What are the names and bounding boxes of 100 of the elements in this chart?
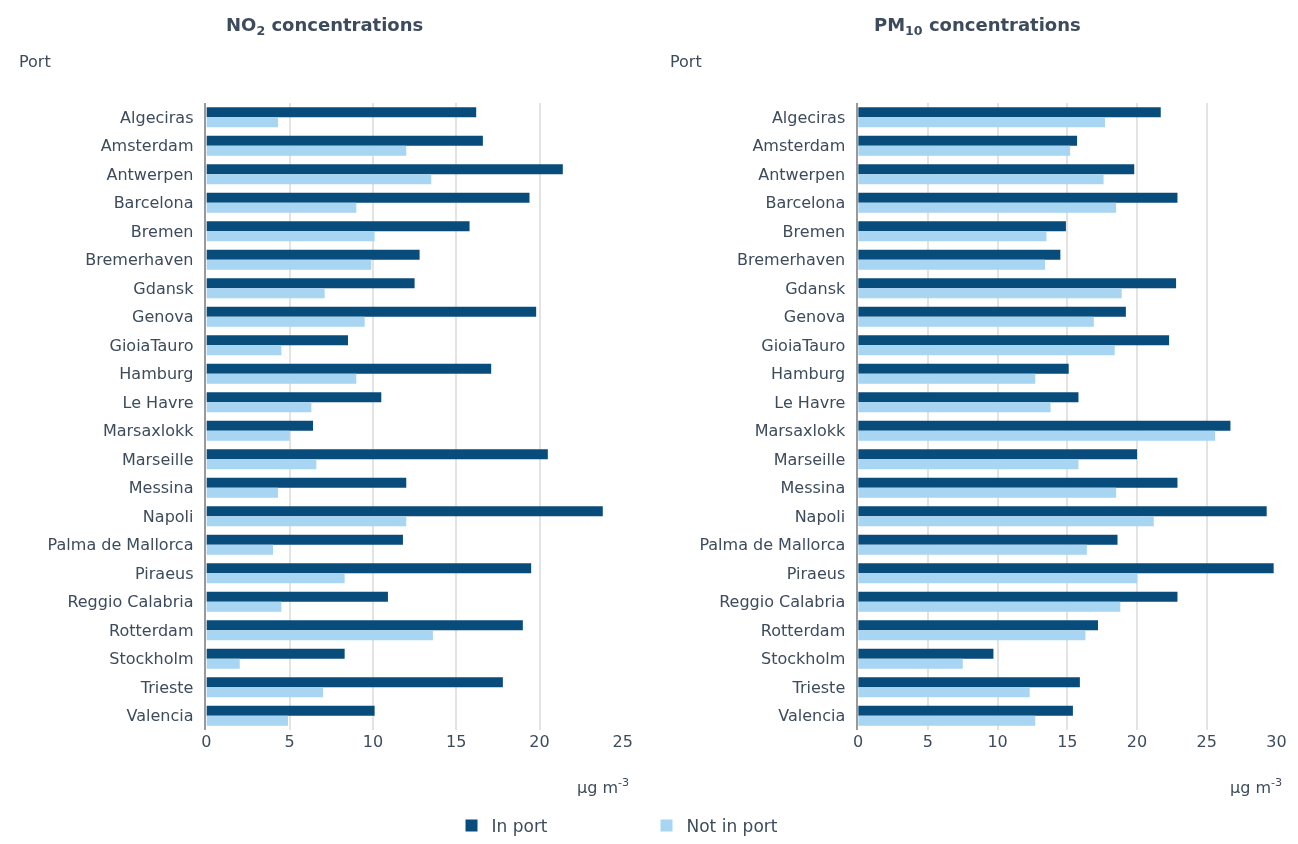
bar [858, 563, 1274, 574]
chart-title: PM$_{10}$ concentrations [874, 14, 1081, 38]
bar [858, 459, 1079, 470]
bar [206, 278, 415, 289]
y-tick-label: Algeciras [771, 107, 846, 127]
bar [206, 192, 530, 203]
bar [206, 601, 282, 612]
bar [206, 648, 345, 659]
y-tick-label: GioiaTauro [761, 335, 846, 355]
y-tick-label: Trieste [139, 677, 194, 697]
y-tick-label: GioiaTauro [109, 335, 194, 355]
bar [858, 164, 1135, 175]
y-tick-label: Genova [783, 307, 846, 327]
bar [858, 420, 1231, 431]
bar [206, 117, 279, 128]
bar [858, 392, 1079, 403]
y-axis-title: Port [670, 52, 702, 71]
y-tick-label: Palma de Mallorca [699, 535, 846, 555]
bar [206, 430, 290, 441]
bar [858, 221, 1066, 232]
y-tick-label: Bremen [130, 221, 194, 241]
y-tick-label: Trieste [791, 677, 846, 697]
bar [858, 648, 994, 659]
bar [206, 221, 470, 232]
bar [206, 345, 282, 356]
bar [206, 306, 537, 317]
bar [206, 288, 325, 299]
bar [206, 591, 388, 602]
y-tick-label: Bremen [782, 221, 846, 241]
bar [858, 715, 1036, 726]
bar [206, 477, 407, 488]
y-axis-title: Port [19, 52, 51, 71]
bar [206, 487, 279, 498]
y-tick-label: Reggio Calabria [719, 592, 846, 612]
y-tick-label: Marsaxlokk [102, 421, 195, 441]
bar [206, 687, 323, 698]
x-axis-title: µg m$^{-3}$ [577, 776, 630, 797]
bar [858, 402, 1051, 413]
y-tick-label: Napoli [794, 506, 846, 526]
bar [206, 677, 503, 688]
bar [206, 174, 432, 185]
y-tick-label: Bremerhaven [737, 250, 846, 270]
y-tick-label: Le Havre [122, 392, 194, 412]
bar [206, 335, 348, 346]
y-tick-label: Hamburg [119, 364, 194, 384]
y-tick-label: Amsterdam [752, 136, 846, 156]
x-tick-label: 15 [446, 732, 467, 751]
chart-title: NO$_{2}$ concentrations [226, 14, 424, 38]
bar [858, 231, 1047, 242]
y-tick-label: Genova [132, 307, 194, 327]
bar [858, 620, 1098, 631]
y-tick-label: Gdansk [785, 278, 846, 298]
y-tick-label: Piraeus [786, 563, 846, 583]
legend-label: Not in port [686, 816, 778, 837]
y-tick-label: Gdansk [133, 278, 195, 298]
bar [206, 563, 532, 574]
y-tick-label: Rotterdam [109, 620, 194, 640]
x-tick-label: 0 [201, 732, 212, 751]
bar [858, 174, 1104, 185]
y-tick-label: Valencia [778, 706, 846, 726]
bar [858, 506, 1267, 517]
bar [206, 164, 563, 175]
bar [206, 231, 375, 242]
y-tick-label: Antwerpen [106, 164, 194, 184]
legend-label: In port [491, 816, 548, 837]
bar [206, 715, 289, 726]
y-tick-label: Barcelona [113, 193, 194, 213]
bar [858, 288, 1122, 299]
bar [858, 705, 1073, 716]
bar [206, 506, 603, 517]
bar [858, 316, 1094, 327]
bar [206, 534, 403, 545]
bar [858, 430, 1216, 441]
x-axis-title: µg m$^{-3}$ [1230, 776, 1283, 797]
bar [858, 487, 1117, 498]
bar [858, 249, 1061, 260]
y-tick-label: Piraeus [135, 563, 194, 583]
bar [206, 107, 477, 118]
x-tick-label: 10 [362, 732, 384, 751]
bar [858, 573, 1138, 584]
bar [206, 516, 407, 527]
bar [858, 373, 1036, 384]
y-tick-label: Barcelona [765, 193, 846, 213]
bar [206, 363, 492, 374]
y-tick-label: Antwerpen [758, 164, 846, 184]
y-tick-label: Le Havre [774, 392, 846, 412]
bar [858, 687, 1030, 698]
bar [858, 516, 1154, 527]
bar [858, 449, 1138, 460]
y-tick-label: Stockholm [760, 649, 846, 669]
bar [206, 420, 314, 431]
y-tick-label: Messina [128, 478, 194, 498]
x-tick-label: 25 [1196, 732, 1217, 751]
bar [858, 107, 1161, 118]
bar [858, 630, 1086, 641]
y-tick-label: Hamburg [771, 364, 846, 384]
bar [858, 145, 1071, 156]
x-tick-label: 20 [529, 732, 550, 751]
bar [206, 573, 345, 584]
bar [206, 316, 365, 327]
